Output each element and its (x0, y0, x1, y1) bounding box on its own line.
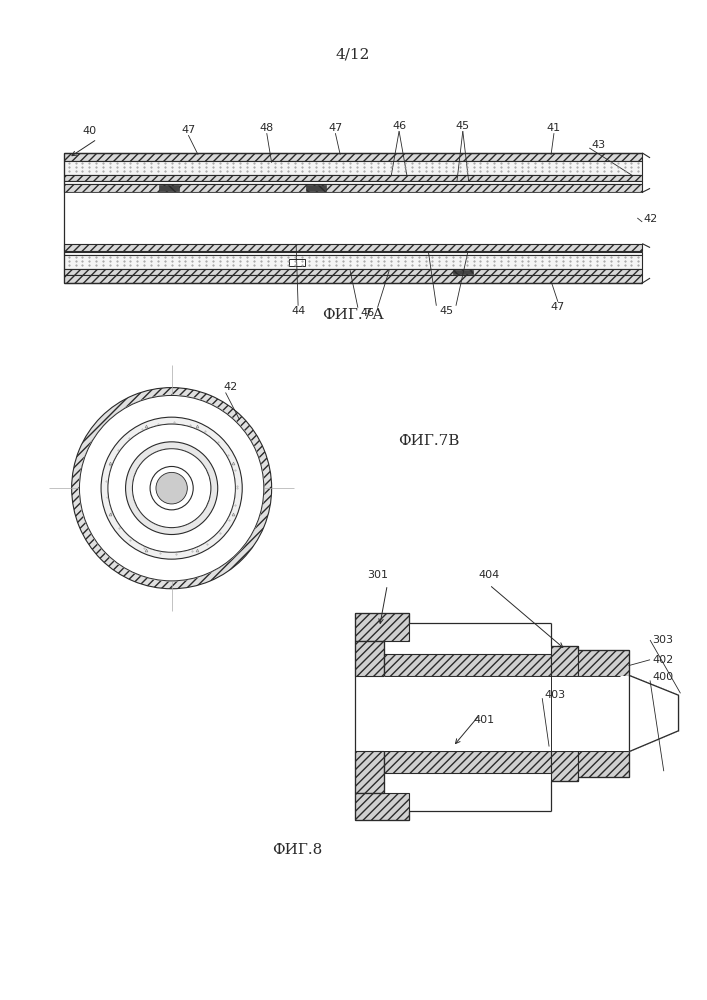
Text: ФИГ.7В: ФИГ.7В (398, 434, 459, 448)
Text: 42: 42 (223, 382, 238, 392)
Text: 40: 40 (82, 126, 96, 136)
Text: 47: 47 (551, 302, 565, 312)
Polygon shape (629, 676, 679, 751)
Bar (551, 646, 578, 676)
Bar (385, 751, 551, 773)
Text: 45: 45 (182, 500, 196, 510)
Bar (355, 751, 385, 793)
Text: 403: 403 (544, 690, 566, 700)
Bar (355, 613, 409, 641)
Text: 47: 47 (181, 125, 195, 135)
Text: 47: 47 (328, 123, 342, 133)
Bar (64, 275, 642, 283)
Text: ФИГ.7А: ФИГ.7А (322, 308, 384, 322)
Text: 404: 404 (479, 570, 500, 580)
Text: 44: 44 (205, 509, 219, 519)
Bar (289, 259, 305, 266)
Text: 41: 41 (215, 475, 229, 485)
Text: 401: 401 (474, 715, 495, 725)
Circle shape (132, 449, 211, 528)
Bar (578, 751, 629, 777)
Text: 42: 42 (643, 214, 658, 224)
Bar (64, 192, 642, 244)
Bar (64, 255, 642, 269)
Bar (453, 270, 472, 274)
Bar (385, 676, 629, 751)
Text: 45: 45 (456, 121, 470, 131)
Text: 4/12: 4/12 (336, 47, 370, 61)
Circle shape (156, 472, 187, 504)
Bar (64, 153, 642, 161)
Text: 400: 400 (652, 672, 673, 682)
Bar (64, 269, 642, 275)
Text: 402: 402 (652, 655, 673, 665)
Text: 44: 44 (291, 306, 305, 316)
Bar (385, 654, 551, 676)
Bar (64, 161, 642, 175)
Bar (64, 251, 642, 255)
Bar (64, 180, 642, 184)
Text: 43: 43 (591, 140, 605, 150)
Text: 46: 46 (392, 121, 406, 131)
Bar (355, 793, 409, 820)
Text: 46: 46 (361, 308, 375, 318)
Text: 45: 45 (439, 306, 453, 316)
Bar (355, 641, 385, 676)
Text: 303: 303 (652, 635, 673, 645)
Circle shape (79, 395, 264, 581)
Bar (578, 650, 629, 676)
Bar (306, 185, 325, 191)
Text: 41: 41 (547, 123, 561, 133)
Bar (64, 175, 642, 180)
Text: 48: 48 (215, 460, 229, 470)
Text: ФИГ.8: ФИГ.8 (272, 843, 322, 857)
Circle shape (108, 424, 235, 552)
Bar (551, 751, 578, 781)
Bar (159, 185, 178, 191)
Text: 301: 301 (367, 570, 388, 580)
Bar (64, 184, 642, 192)
Bar (64, 244, 642, 251)
Text: 48: 48 (259, 123, 274, 133)
